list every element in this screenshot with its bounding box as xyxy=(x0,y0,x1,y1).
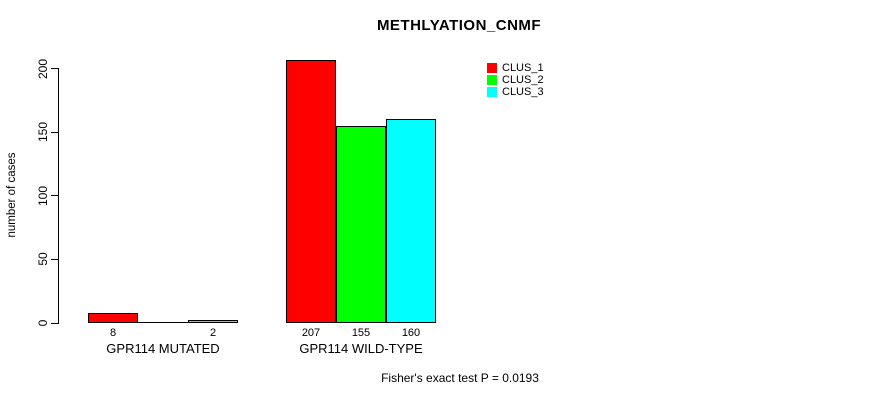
y-tick-label: 50 xyxy=(36,252,50,267)
bar-CLUS_2 xyxy=(336,126,386,323)
legend-label: CLUS_2 xyxy=(502,74,544,86)
x-category-label: GPR114 MUTATED xyxy=(106,341,220,356)
bar-CLUS_3 xyxy=(386,119,436,323)
legend-item: CLUS_3 xyxy=(487,86,544,98)
y-tick-mark xyxy=(51,195,59,197)
y-tick-label: 150 xyxy=(36,122,50,143)
y-tick-mark xyxy=(51,258,59,260)
bar-CLUS_1 xyxy=(88,313,138,323)
bar-value-label: 207 xyxy=(301,327,321,339)
y-tick-mark xyxy=(51,68,59,70)
y-tick-label: 0 xyxy=(36,319,50,327)
y-tick-mark xyxy=(51,131,59,133)
bar-value-label: 2 xyxy=(209,327,217,339)
bar-CLUS_3 xyxy=(188,320,238,323)
legend-item: CLUS_1 xyxy=(487,62,544,74)
legend-swatch-CLUS_1 xyxy=(487,63,497,73)
y-axis-label: number of cases xyxy=(6,152,18,238)
bar-value-label: 155 xyxy=(351,327,371,339)
y-tick-mark xyxy=(51,322,59,324)
y-tick-label: 100 xyxy=(36,185,50,206)
fisher-test-annotation: Fisher's exact test P = 0.0193 xyxy=(381,371,539,385)
x-category-label: GPR114 WILD-TYPE xyxy=(299,341,423,356)
bar-value-label: 160 xyxy=(401,327,421,339)
legend-label: CLUS_3 xyxy=(502,86,544,98)
bar-CLUS_1 xyxy=(286,60,336,323)
legend-swatch-CLUS_2 xyxy=(487,75,497,85)
legend-label: CLUS_1 xyxy=(502,62,544,74)
legend-item: CLUS_2 xyxy=(487,74,544,86)
bar-CLUS_2-zero xyxy=(138,322,188,323)
chart-title: METHLYATION_CNMF xyxy=(376,17,542,34)
y-tick-label: 200 xyxy=(36,58,50,79)
legend-swatch-CLUS_3 xyxy=(487,87,497,97)
bar-value-label: 8 xyxy=(109,327,117,339)
